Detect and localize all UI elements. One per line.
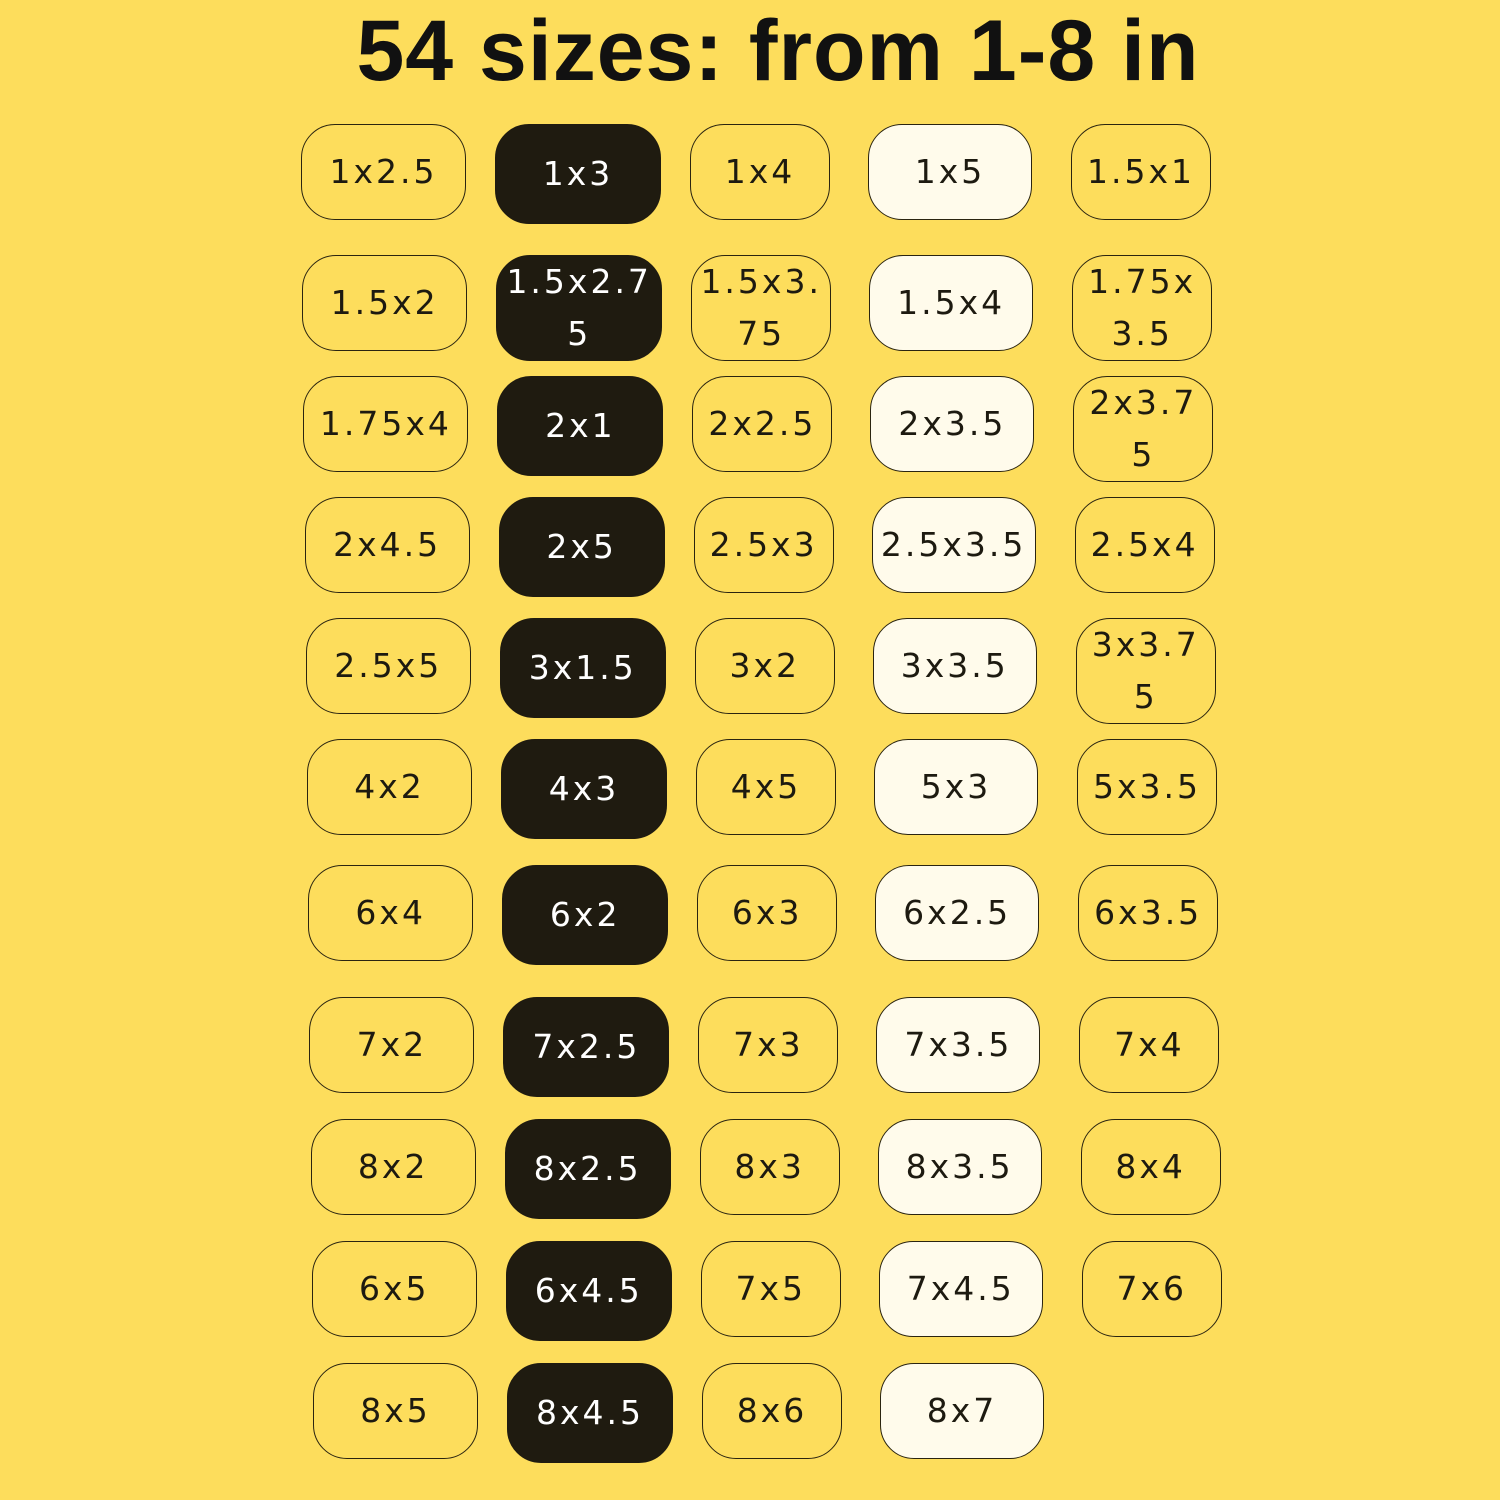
size-option[interactable]: 7x5 (700, 1241, 841, 1337)
size-option[interactable]: 6x2 (502, 865, 669, 965)
size-option[interactable]: 7x2 (309, 997, 475, 1093)
size-option[interactable]: 4x5 (696, 739, 836, 835)
size-option[interactable]: 8x3.5 (877, 1119, 1042, 1215)
size-option[interactable]: 1.5x3.75 (691, 255, 832, 361)
size-option[interactable]: 8x3 (699, 1119, 840, 1215)
size-option[interactable]: 2.5x3 (693, 497, 834, 593)
size-option[interactable]: 6x2.5 (875, 865, 1040, 961)
size-option[interactable]: 8x7 (880, 1363, 1044, 1459)
size-option[interactable]: 5x3 (874, 739, 1038, 835)
size-option[interactable]: 7x2.5 (503, 997, 670, 1097)
size-option[interactable]: 8x4 (1080, 1119, 1221, 1215)
size-option[interactable]: 2x4.5 (304, 497, 470, 593)
size-option[interactable]: 5x3.5 (1077, 739, 1217, 835)
size-option[interactable]: 1.5x4 (869, 255, 1034, 351)
size-option[interactable]: 2x3.5 (870, 376, 1035, 472)
size-option[interactable]: 2x5 (498, 497, 665, 597)
size-option[interactable]: 2x3.75 (1073, 376, 1214, 482)
size-option[interactable]: 2x1 (497, 376, 664, 476)
size-option[interactable]: 6x5 (311, 1241, 477, 1337)
size-option[interactable]: 3x3.75 (1075, 618, 1216, 724)
size-option[interactable]: 3x3.5 (872, 618, 1037, 714)
size-option[interactable]: 7x4.5 (878, 1241, 1043, 1337)
size-option[interactable]: 6x3.5 (1078, 865, 1219, 961)
size-option[interactable]: 1.5x2 (302, 255, 468, 351)
size-option[interactable]: 3x2 (694, 618, 835, 714)
page-title: 54 sizes: from 1-8 in (356, 3, 1200, 99)
size-option[interactable]: 7x3.5 (876, 997, 1041, 1093)
size-option[interactable]: 7x3 (698, 997, 839, 1093)
size-option[interactable]: 6x3 (697, 865, 838, 961)
size-option[interactable]: 1.75x3.5 (1072, 255, 1213, 361)
size-option[interactable]: 1x2.5 (301, 124, 466, 220)
size-option[interactable]: 1.5x1 (1071, 124, 1211, 220)
size-option[interactable]: 3x1.5 (499, 618, 666, 718)
size-option[interactable]: 6x4 (308, 865, 474, 961)
size-option[interactable]: 2x2.5 (692, 376, 833, 472)
size-option[interactable]: 1x4 (690, 124, 830, 220)
size-option[interactable]: 1.5x2.75 (496, 255, 663, 361)
size-option[interactable]: 2.5x4 (1074, 497, 1215, 593)
size-option[interactable]: 4x3 (501, 739, 667, 839)
size-option[interactable]: 8x2 (310, 1119, 476, 1215)
size-option[interactable]: 7x4 (1079, 997, 1220, 1093)
size-option[interactable]: 1x3 (495, 124, 661, 224)
size-option[interactable]: 8x5 (313, 1363, 478, 1459)
size-option[interactable]: 4x2 (307, 739, 472, 835)
size-option[interactable]: 7x6 (1081, 1241, 1222, 1337)
size-option[interactable]: 8x6 (702, 1363, 842, 1459)
size-option[interactable]: 1x5 (868, 124, 1032, 220)
size-option[interactable]: 1.75x4 (303, 376, 469, 472)
size-option[interactable]: 2.5x3.5 (871, 497, 1036, 593)
size-option[interactable]: 8x4.5 (507, 1363, 673, 1463)
size-option[interactable]: 6x4.5 (505, 1241, 672, 1341)
size-option[interactable]: 8x2.5 (504, 1119, 671, 1219)
size-option[interactable]: 2.5x5 (305, 618, 471, 714)
